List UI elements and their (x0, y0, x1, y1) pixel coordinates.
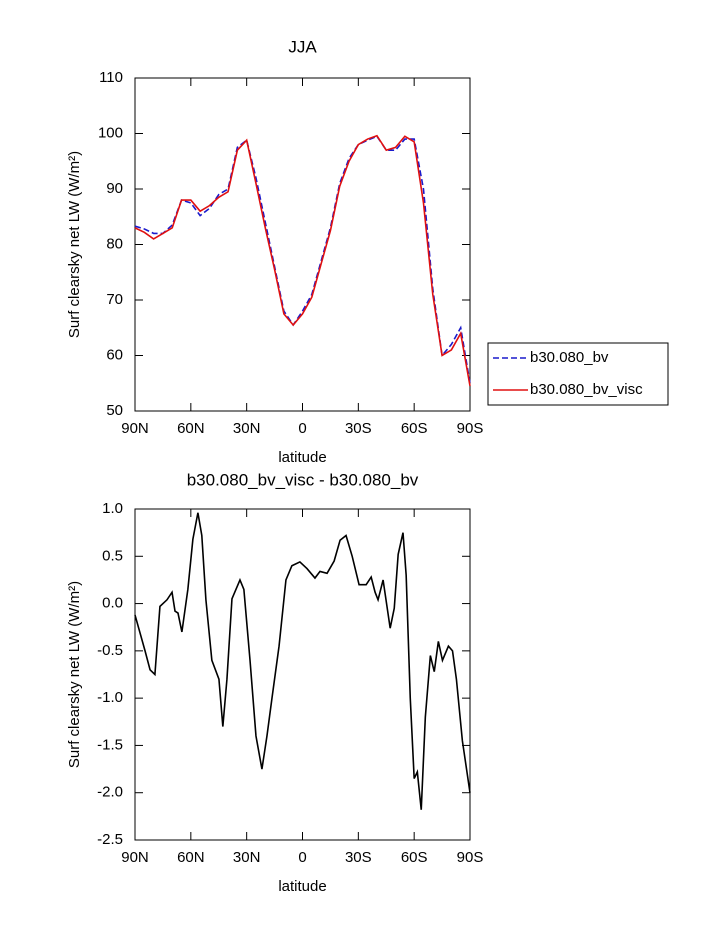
x-tick-label: 60N (177, 420, 205, 437)
data-line (134, 135, 471, 384)
x-tick-label: 30N (233, 420, 261, 437)
x-axis-title: latitude (278, 878, 326, 895)
x-axis-title: latitude (278, 449, 326, 466)
y-tick-label: 90 (106, 180, 123, 197)
y-tick-label: 70 (106, 291, 123, 308)
data-line (134, 134, 471, 387)
chart-title: JJA (288, 37, 317, 56)
y-tick-label: 1.0 (102, 500, 123, 517)
x-tick-label: 0 (298, 420, 306, 437)
x-tick-label: 30S (345, 420, 372, 437)
x-tick-label: 90S (457, 849, 484, 866)
plot-frame (134, 77, 471, 412)
y-tick-label: 0.0 (102, 595, 123, 612)
y-tick-label: 110 (99, 69, 123, 86)
y-tick-label: 100 (98, 124, 123, 141)
y-tick-label: 80 (106, 235, 123, 252)
x-tick-label: 90N (121, 420, 149, 437)
data-line (134, 512, 471, 810)
y-tick-label: 0.5 (102, 547, 123, 564)
x-tick-label: 90S (457, 420, 484, 437)
x-tick-label: 0 (298, 849, 306, 866)
x-tick-label: 60S (401, 849, 428, 866)
legend-label: b30.080_bv (530, 349, 609, 366)
y-tick-label: -0.5 (97, 642, 123, 659)
chart-title: b30.080_bv_visc - b30.080_bv (187, 470, 419, 489)
y-tick-label: -1.5 (97, 736, 123, 753)
y-axis-title: Surf clearsky net LW (W/m²) (66, 581, 83, 768)
x-tick-label: 90N (121, 849, 149, 866)
y-tick-label: 60 (106, 346, 123, 363)
y-axis-title: Surf clearsky net LW (W/m²) (66, 151, 83, 338)
legend-box (487, 342, 669, 406)
legend-label: b30.080_bv_visc (530, 381, 643, 398)
y-tick-label: -2.5 (97, 831, 123, 848)
x-tick-label: 60S (401, 420, 428, 437)
x-tick-label: 30N (233, 849, 261, 866)
y-tick-label: -2.0 (97, 784, 123, 801)
x-tick-label: 60N (177, 849, 205, 866)
x-tick-label: 30S (345, 849, 372, 866)
y-tick-label: -1.0 (97, 689, 123, 706)
y-tick-label: 50 (106, 402, 123, 419)
